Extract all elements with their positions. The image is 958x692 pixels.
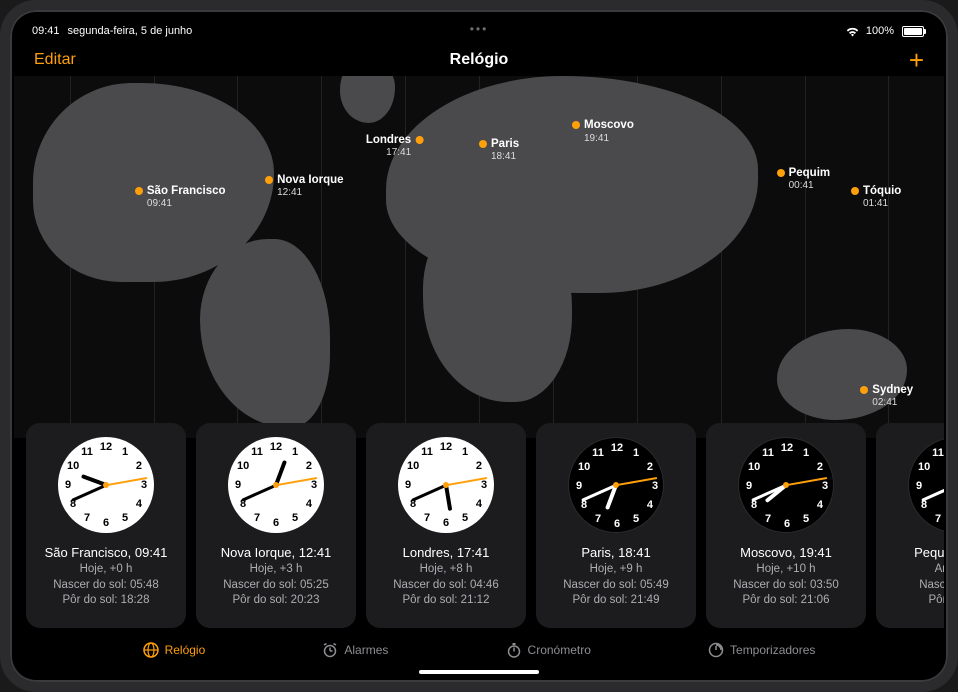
city-time: 19:41: [584, 133, 634, 145]
timer-icon: [708, 642, 724, 658]
tab-label: Cronómetro: [528, 643, 591, 657]
city-time: 02:41: [872, 397, 913, 409]
city-time: 12:41: [277, 187, 343, 199]
city-name: Moscovo: [584, 119, 634, 132]
add-city-button[interactable]: +: [909, 47, 924, 73]
card-details: Hoje, +8 hNascer do sol: 04:46Pôr do sol…: [393, 562, 498, 609]
card-title: Pequim, 00:41: [914, 545, 944, 560]
pin-dot-icon: [777, 169, 785, 177]
map-city-pin[interactable]: Tóquio01:41: [851, 185, 901, 210]
map-city-pin[interactable]: Paris18:41: [479, 138, 519, 163]
city-name: Nova Iorque: [277, 174, 343, 187]
map-city-pin[interactable]: São Francisco09:41: [135, 185, 226, 210]
city-time: 00:41: [789, 180, 831, 192]
card-details: AmanhãNascer do sol:Pôr do sol:: [919, 562, 944, 609]
tab-bar: Relógio Alarmes Cronómetro Temporizadore…: [14, 632, 944, 668]
wifi-icon: [845, 26, 860, 37]
pin-dot-icon: [135, 187, 143, 195]
page-title: Relógio: [450, 51, 509, 69]
map-city-pin[interactable]: Moscovo19:41: [572, 119, 634, 144]
card-title: Paris, 18:41: [581, 545, 650, 560]
city-name: Londres: [366, 134, 411, 147]
tab-stopwatch[interactable]: Cronómetro: [506, 642, 591, 658]
card-title: Moscovo, 19:41: [740, 545, 832, 560]
clock-card[interactable]: 123456789101112 São Francisco, 09:41 Hoje,…: [26, 423, 186, 628]
city-time: 01:41: [863, 198, 901, 210]
city-name: Pequim: [789, 167, 831, 180]
map-city-pin[interactable]: Sydney02:41: [860, 384, 913, 409]
city-time: 17:41: [366, 147, 411, 159]
city-name: São Francisco: [147, 185, 226, 198]
edit-button[interactable]: Editar: [34, 51, 76, 69]
pin-dot-icon: [415, 136, 423, 144]
tab-timers[interactable]: Temporizadores: [708, 642, 815, 658]
status-time: 09:41: [32, 25, 60, 37]
pin-dot-icon: [479, 140, 487, 148]
globe-icon: [143, 642, 159, 658]
tab-label: Temporizadores: [730, 643, 815, 657]
card-title: São Francisco, 09:41: [45, 545, 168, 560]
card-details: Hoje, +0 hNascer do sol: 05:48Pôr do sol…: [53, 562, 158, 609]
pin-dot-icon: [851, 187, 859, 195]
city-time: 18:41: [491, 151, 519, 163]
analog-clock-face: 123456789101112: [568, 437, 664, 533]
alarm-icon: [322, 642, 338, 658]
tab-alarms[interactable]: Alarmes: [322, 642, 388, 658]
home-indicator[interactable]: [419, 670, 539, 674]
status-bar: 09:41 segunda-feira, 5 de junho 100%: [14, 22, 944, 40]
analog-clock-face: 123456789101112: [908, 437, 944, 533]
map-city-pin[interactable]: Nova Iorque12:41: [265, 174, 343, 199]
tab-label: Relógio: [165, 643, 206, 657]
clock-card[interactable]: 123456789101112 Paris, 18:41 Hoje, +9 hNas…: [536, 423, 696, 628]
city-name: Sydney: [872, 384, 913, 397]
card-title: Nova Iorque, 12:41: [221, 545, 332, 560]
status-date: segunda-feira, 5 de junho: [68, 25, 193, 37]
card-title: Londres, 17:41: [403, 545, 490, 560]
pin-dot-icon: [572, 121, 580, 129]
city-name: Tóquio: [863, 185, 901, 198]
clock-cards-scroller[interactable]: 123456789101112 São Francisco, 09:41 Hoje,…: [22, 423, 944, 628]
card-details: Hoje, +3 hNascer do sol: 05:25Pôr do sol…: [223, 562, 328, 609]
pin-dot-icon: [265, 176, 273, 184]
clock-card[interactable]: 123456789101112 Londres, 17:41 Hoje, +8 hN…: [366, 423, 526, 628]
nav-bar: Editar Relógio +: [14, 44, 944, 76]
analog-clock-face: 123456789101112: [58, 437, 154, 533]
analog-clock-face: 123456789101112: [228, 437, 324, 533]
tab-label: Alarmes: [344, 643, 388, 657]
analog-clock-face: 123456789101112: [398, 437, 494, 533]
clock-card[interactable]: 123456789101112 Moscovo, 19:41 Hoje, +10 h…: [706, 423, 866, 628]
card-details: Hoje, +10 hNascer do sol: 03:50Pôr do so…: [733, 562, 838, 609]
world-clock-map[interactable]: São Francisco09:41 Nova Iorque12:41 Londre…: [14, 76, 944, 438]
city-time: 09:41: [147, 198, 226, 210]
pin-dot-icon: [860, 386, 868, 394]
map-city-pin[interactable]: Londres17:41: [366, 134, 423, 159]
battery-icon: [900, 26, 926, 37]
battery-pct: 100%: [866, 25, 894, 37]
clock-card[interactable]: 123456789101112 Nova Iorque, 12:41 Hoje, +…: [196, 423, 356, 628]
stopwatch-icon: [506, 642, 522, 658]
city-name: Paris: [491, 138, 519, 151]
card-details: Hoje, +9 hNascer do sol: 05:49Pôr do sol…: [563, 562, 668, 609]
clock-card[interactable]: 123456789101112 Pequim, 00:41 AmanhãNascer…: [876, 423, 944, 628]
tab-world-clock[interactable]: Relógio: [143, 642, 206, 658]
analog-clock-face: 123456789101112: [738, 437, 834, 533]
map-city-pin[interactable]: Pequim00:41: [777, 167, 831, 192]
